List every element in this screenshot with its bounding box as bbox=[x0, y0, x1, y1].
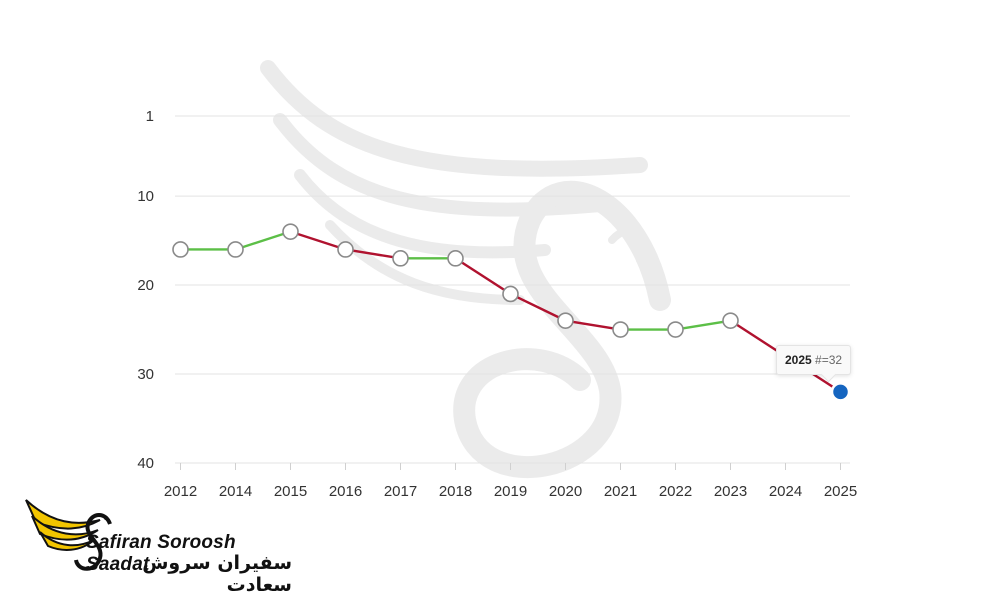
y-tick-label: 30 bbox=[137, 366, 154, 383]
data-point[interactable] bbox=[612, 321, 629, 338]
x-tick-label: 2023 bbox=[714, 483, 747, 500]
y-tick-label: 1 bbox=[146, 108, 154, 125]
x-tick-label: 2021 bbox=[604, 483, 637, 500]
data-point[interactable] bbox=[502, 285, 519, 303]
tooltip-year: 2025 bbox=[785, 353, 812, 367]
data-point[interactable] bbox=[667, 321, 684, 338]
data-tooltip: 2025 #=32 bbox=[776, 345, 852, 383]
data-point[interactable] bbox=[557, 312, 574, 329]
data-point[interactable] bbox=[227, 241, 244, 258]
x-tick-label: 2025 bbox=[824, 483, 857, 500]
series-segment bbox=[454, 257, 512, 296]
data-point[interactable] bbox=[172, 241, 189, 258]
series-segment bbox=[674, 319, 732, 331]
data-point[interactable] bbox=[337, 241, 354, 258]
data-point[interactable] bbox=[722, 312, 739, 329]
highlighted-data-point[interactable] bbox=[830, 382, 851, 402]
data-point[interactable] bbox=[282, 223, 299, 240]
x-tick-label: 2020 bbox=[549, 483, 582, 500]
x-tick-label: 2018 bbox=[439, 483, 472, 500]
logo-name-persian: سفیران سروش سعادت bbox=[142, 552, 292, 596]
watermark-logo-icon bbox=[260, 60, 671, 478]
x-tick-label: 2024 bbox=[769, 483, 802, 500]
x-tick-label: 2017 bbox=[384, 483, 417, 500]
data-point[interactable] bbox=[447, 250, 464, 267]
x-tick-label: 2016 bbox=[329, 483, 362, 500]
series-segment bbox=[234, 230, 292, 251]
bird-wing-logo-icon bbox=[25, 499, 112, 571]
logo-name-english: Safiran Soroosh Saadat bbox=[86, 532, 236, 575]
x-tick-label: 2015 bbox=[274, 483, 307, 500]
series-segment bbox=[564, 319, 622, 331]
data-point[interactable] bbox=[392, 250, 409, 267]
x-tick-label: 2014 bbox=[219, 483, 252, 500]
series-segment bbox=[344, 248, 402, 260]
series-segment bbox=[509, 292, 567, 322]
x-tick-label: 2012 bbox=[164, 483, 197, 500]
y-tick-label: 10 bbox=[137, 188, 154, 205]
x-tick-label: 2022 bbox=[659, 483, 692, 500]
tooltip-value: #=32 bbox=[815, 353, 843, 367]
y-tick-label: 20 bbox=[137, 277, 154, 294]
x-tick-label: 2019 bbox=[494, 483, 527, 500]
series-segment bbox=[289, 230, 347, 251]
brand-logo: Safiran Soroosh Saadat سفیران سروش سعادت bbox=[22, 494, 292, 596]
y-tick-label: 40 bbox=[137, 455, 154, 472]
